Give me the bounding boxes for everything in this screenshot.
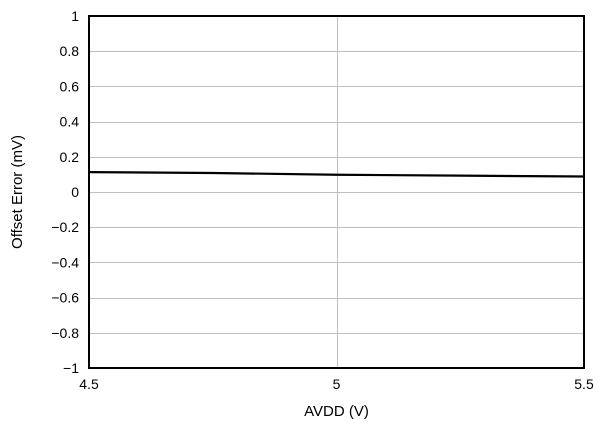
y-tick-label: 0 <box>71 184 79 200</box>
y-tick-label: −0.2 <box>51 219 79 235</box>
y-tick-label: 0.4 <box>60 114 80 130</box>
y-tick-label: −0.6 <box>51 290 79 306</box>
y-tick-label: −0.8 <box>51 325 79 341</box>
series-layer <box>87 171 586 178</box>
x-tick-label: 5 <box>333 376 341 392</box>
y-tick-label: −0.4 <box>51 254 79 270</box>
series-line-0 <box>87 171 586 178</box>
y-tick-label: 0.6 <box>60 78 80 94</box>
y-tick-label: 1 <box>71 8 79 24</box>
y-tick-label: 0.2 <box>60 149 80 165</box>
y-tick-label: −1 <box>63 360 79 376</box>
x-tick-label: 5.5 <box>574 376 594 392</box>
y-tick-labels: −1 −0.8 −0.6 −0.4 −0.2 0 0.2 0.4 0.6 0.8 1 <box>51 8 79 376</box>
x-axis-label: AVDD (V) <box>304 403 369 420</box>
grid-layer <box>89 16 585 369</box>
x-tick-label: 4.5 <box>79 376 99 392</box>
y-tick-label: 0.8 <box>60 43 80 59</box>
x-tick-labels: 4.5 5 5.5 <box>79 376 594 392</box>
y-axis-label: Offset Error (mV) <box>9 135 26 249</box>
plot-frame <box>88 15 585 369</box>
